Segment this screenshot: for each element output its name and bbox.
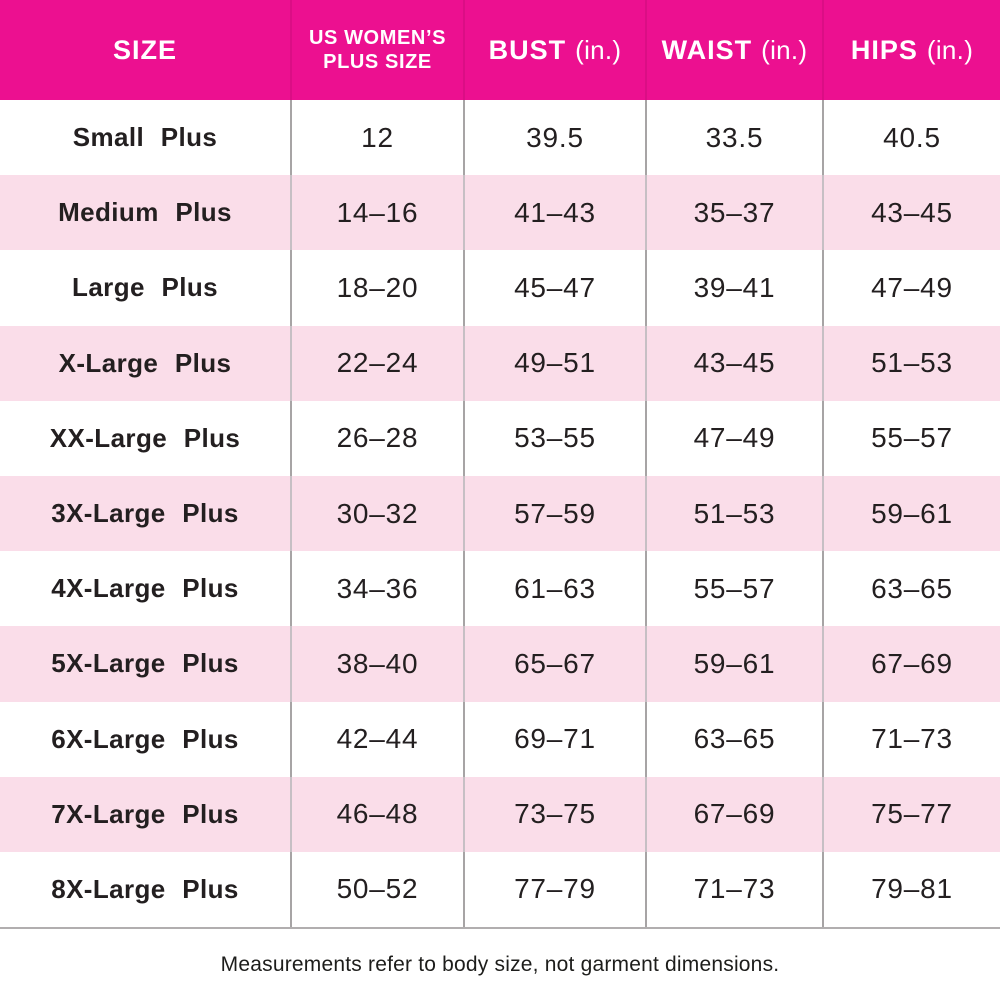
column-header-size: SIZE: [0, 0, 290, 100]
waist-cell: 67–69: [645, 776, 822, 852]
size-cell: 3X-Large Plus: [51, 498, 239, 529]
bust-cell: 69–71: [463, 701, 645, 777]
size-cell: Large Plus: [72, 272, 218, 303]
hips-cell: 75–77: [822, 776, 1000, 852]
bust-cell: 77–79: [463, 851, 645, 928]
size-cell: X-Large Plus: [58, 347, 232, 378]
hips-cell: 59–61: [822, 475, 1000, 552]
column-header-bust: BUST (in.): [463, 0, 645, 100]
waist-cell: 59–61: [645, 626, 822, 702]
table-row: XX-Large Plus 26–28 53–55 47–49 55–57: [0, 400, 1000, 476]
waist-cell: 35–37: [645, 175, 822, 251]
bust-cell: 65–67: [463, 626, 645, 702]
hips-cell: 40.5: [822, 100, 1000, 176]
table-row: 6X-Large Plus 42–44 69–71 63–65 71–73: [0, 701, 1000, 777]
us-plus-size-cell: 22–24: [290, 325, 463, 401]
hips-cell: 55–57: [822, 400, 1000, 476]
waist-cell: 63–65: [645, 701, 822, 777]
hips-cell: 71–73: [822, 701, 1000, 777]
waist-cell: 71–73: [645, 851, 822, 928]
column-header-hips-label: HIPS: [850, 34, 918, 65]
hips-cell: 79–81: [822, 851, 1000, 928]
table-row: 4X-Large Plus 34–36 61–63 55–57 63–65: [0, 551, 1000, 627]
table-body: Small Plus 12 39.5 33.5 40.5 Medium Plus 14–16…: [0, 100, 1000, 930]
table-row: Large Plus 18–20 45–47 39–41 47–49: [0, 250, 1000, 326]
us-plus-size-cell: 12: [290, 100, 463, 176]
hips-cell: 67–69: [822, 626, 1000, 702]
waist-cell: 33.5: [645, 100, 822, 176]
column-header-us-womens-plus-size: US WOMEN’S PLUS SIZE: [290, 0, 463, 100]
hips-cell: 47–49: [822, 250, 1000, 326]
column-header-waist-label: WAIST: [661, 34, 753, 65]
footnote: Measurements refer to body size, not gar…: [220, 952, 780, 976]
bust-cell: 61–63: [463, 551, 645, 627]
bust-cell: 39.5: [463, 100, 645, 176]
column-header-waist-unit: (in.): [761, 34, 808, 65]
bust-cell: 41–43: [463, 175, 645, 251]
waist-cell: 47–49: [645, 400, 822, 476]
column-header-bust-unit: (in.): [575, 34, 622, 65]
hips-cell: 63–65: [822, 551, 1000, 627]
bust-cell: 49–51: [463, 325, 645, 401]
us-plus-size-cell: 46–48: [290, 776, 463, 852]
table-row: Small Plus 12 39.5 33.5 40.5: [0, 100, 1000, 176]
hips-cell: 51–53: [822, 325, 1000, 401]
size-cell: XX-Large Plus: [49, 422, 241, 453]
column-header-plus-size-line1: US WOMEN’S: [308, 26, 447, 49]
waist-cell: 39–41: [645, 250, 822, 326]
table-row: 8X-Large Plus 50–52 77–79 71–73 79–81: [0, 851, 1000, 928]
column-header-hips: HIPS (in.): [822, 0, 1000, 100]
hips-cell: 43–45: [822, 175, 1000, 251]
column-header-hips-unit: (in.): [926, 34, 974, 65]
us-plus-size-cell: 38–40: [290, 626, 463, 702]
column-header-bust-label: BUST: [488, 34, 567, 65]
size-cell: Small Plus: [72, 122, 218, 153]
table-row: 3X-Large Plus 30–32 57–59 51–53 59–61: [0, 475, 1000, 552]
us-plus-size-cell: 42–44: [290, 701, 463, 777]
column-header-plus-size-line2: PLUS SIZE: [323, 51, 432, 73]
bust-cell: 45–47: [463, 250, 645, 326]
waist-cell: 55–57: [645, 551, 822, 627]
table-header-row: SIZE US WOMEN’S PLUS SIZE BUST (in.) WAI…: [0, 0, 1000, 100]
waist-cell: 51–53: [645, 475, 822, 552]
us-plus-size-cell: 30–32: [290, 475, 463, 552]
bust-cell: 53–55: [463, 400, 645, 476]
us-plus-size-cell: 50–52: [290, 851, 463, 928]
us-plus-size-cell: 18–20: [290, 250, 463, 326]
waist-cell: 43–45: [645, 325, 822, 401]
table-row: 5X-Large Plus 38–40 65–67 59–61 67–69: [0, 626, 1000, 702]
size-cell: 7X-Large Plus: [51, 798, 239, 829]
bust-cell: 57–59: [463, 475, 645, 552]
footnote-area: Measurements refer to body size, not gar…: [0, 929, 1000, 1000]
bust-cell: 73–75: [463, 776, 645, 852]
us-plus-size-cell: 26–28: [290, 400, 463, 476]
size-cell: 4X-Large Plus: [51, 573, 239, 604]
table-row: 7X-Large Plus 46–48 73–75 67–69 75–77: [0, 776, 1000, 852]
size-cell: 6X-Large Plus: [51, 723, 239, 754]
table-row: Medium Plus 14–16 41–43 35–37 43–45: [0, 175, 1000, 251]
us-plus-size-cell: 14–16: [290, 175, 463, 251]
table-row: X-Large Plus 22–24 49–51 43–45 51–53: [0, 325, 1000, 401]
size-cell: 5X-Large Plus: [51, 648, 239, 679]
column-header-size-label: SIZE: [112, 34, 177, 65]
size-cell: 8X-Large Plus: [51, 873, 239, 904]
us-plus-size-cell: 34–36: [290, 551, 463, 627]
column-header-waist: WAIST (in.): [645, 0, 822, 100]
size-cell: Medium Plus: [58, 197, 232, 228]
